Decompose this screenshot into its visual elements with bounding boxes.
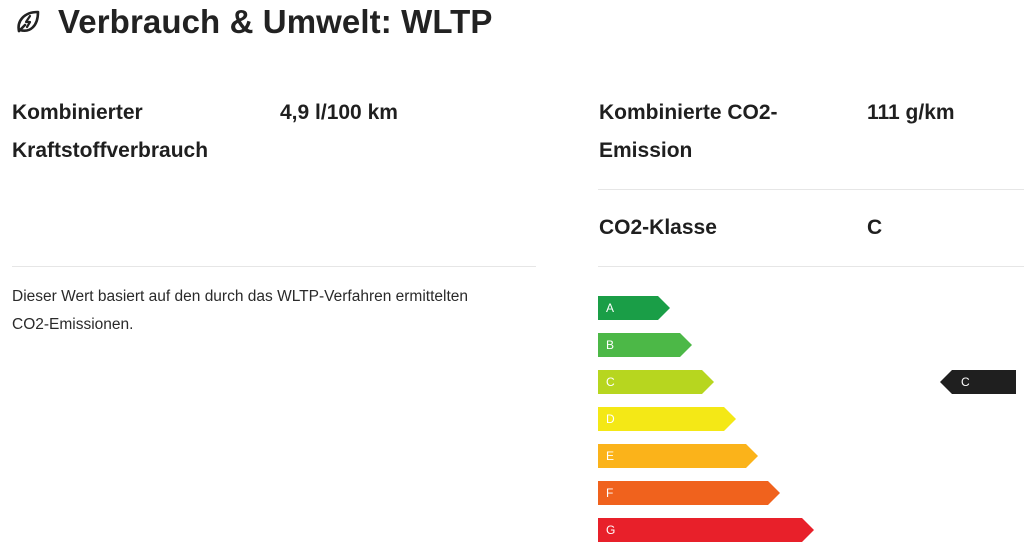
efficiency-arrow-d bbox=[598, 407, 736, 431]
efficiency-class-label: A bbox=[606, 301, 615, 315]
efficiency-class-e: E bbox=[598, 444, 758, 468]
emission-value: 111 g/km bbox=[867, 101, 955, 124]
co2-class-value: C bbox=[867, 216, 883, 239]
consumption-label-line1: Kombinierter bbox=[12, 101, 143, 124]
selected-class-marker: C bbox=[940, 370, 1016, 394]
efficiency-class-g: G bbox=[598, 518, 814, 542]
efficiency-class-d: D bbox=[598, 407, 736, 431]
efficiency-class-b: B bbox=[598, 333, 692, 357]
efficiency-arrow-b bbox=[598, 333, 692, 357]
efficiency-class-a: A bbox=[598, 296, 670, 320]
consumption-divider bbox=[12, 266, 536, 267]
emission-label-line2: Emission bbox=[599, 139, 693, 162]
consumption-value: 4,9 l/100 km bbox=[280, 101, 398, 124]
efficiency-arrow-e bbox=[598, 444, 758, 468]
emission-divider bbox=[598, 189, 1024, 190]
consumption-note: Dieser Wert basiert auf den durch das WL… bbox=[12, 283, 552, 339]
selected-class-label: C bbox=[961, 375, 970, 389]
efficiency-class-f: F bbox=[598, 481, 780, 505]
section-heading: Verbrauch & Umwelt: WLTP bbox=[14, 2, 493, 42]
page-title: Verbrauch & Umwelt: WLTP bbox=[58, 3, 493, 40]
leaf-bolt-icon bbox=[14, 8, 42, 36]
consumption-label-line2: Kraftstoffverbrauch bbox=[12, 139, 209, 162]
co2-class-label: CO2-Klasse bbox=[599, 216, 717, 239]
co2-efficiency-scale: A B C D E F G bbox=[598, 296, 858, 548]
efficiency-class-label: E bbox=[606, 449, 615, 463]
consumption-note-line2: CO2-Emissionen. bbox=[12, 316, 134, 333]
efficiency-arrow-g bbox=[598, 518, 814, 542]
efficiency-arrow-f bbox=[598, 481, 780, 505]
efficiency-class-label: F bbox=[606, 486, 614, 500]
efficiency-class-label: G bbox=[606, 523, 616, 537]
co2-class-divider bbox=[598, 266, 1024, 267]
efficiency-class-label: C bbox=[606, 375, 615, 389]
efficiency-class-label: D bbox=[606, 412, 615, 426]
efficiency-class-label: B bbox=[606, 338, 615, 352]
emission-label-line1: Kombinierte CO2- bbox=[599, 101, 778, 124]
consumption-note-line1: Dieser Wert basiert auf den durch das WL… bbox=[12, 288, 469, 305]
efficiency-arrow-c bbox=[598, 370, 714, 394]
efficiency-arrow-a bbox=[598, 296, 670, 320]
efficiency-class-c: C bbox=[598, 370, 714, 394]
